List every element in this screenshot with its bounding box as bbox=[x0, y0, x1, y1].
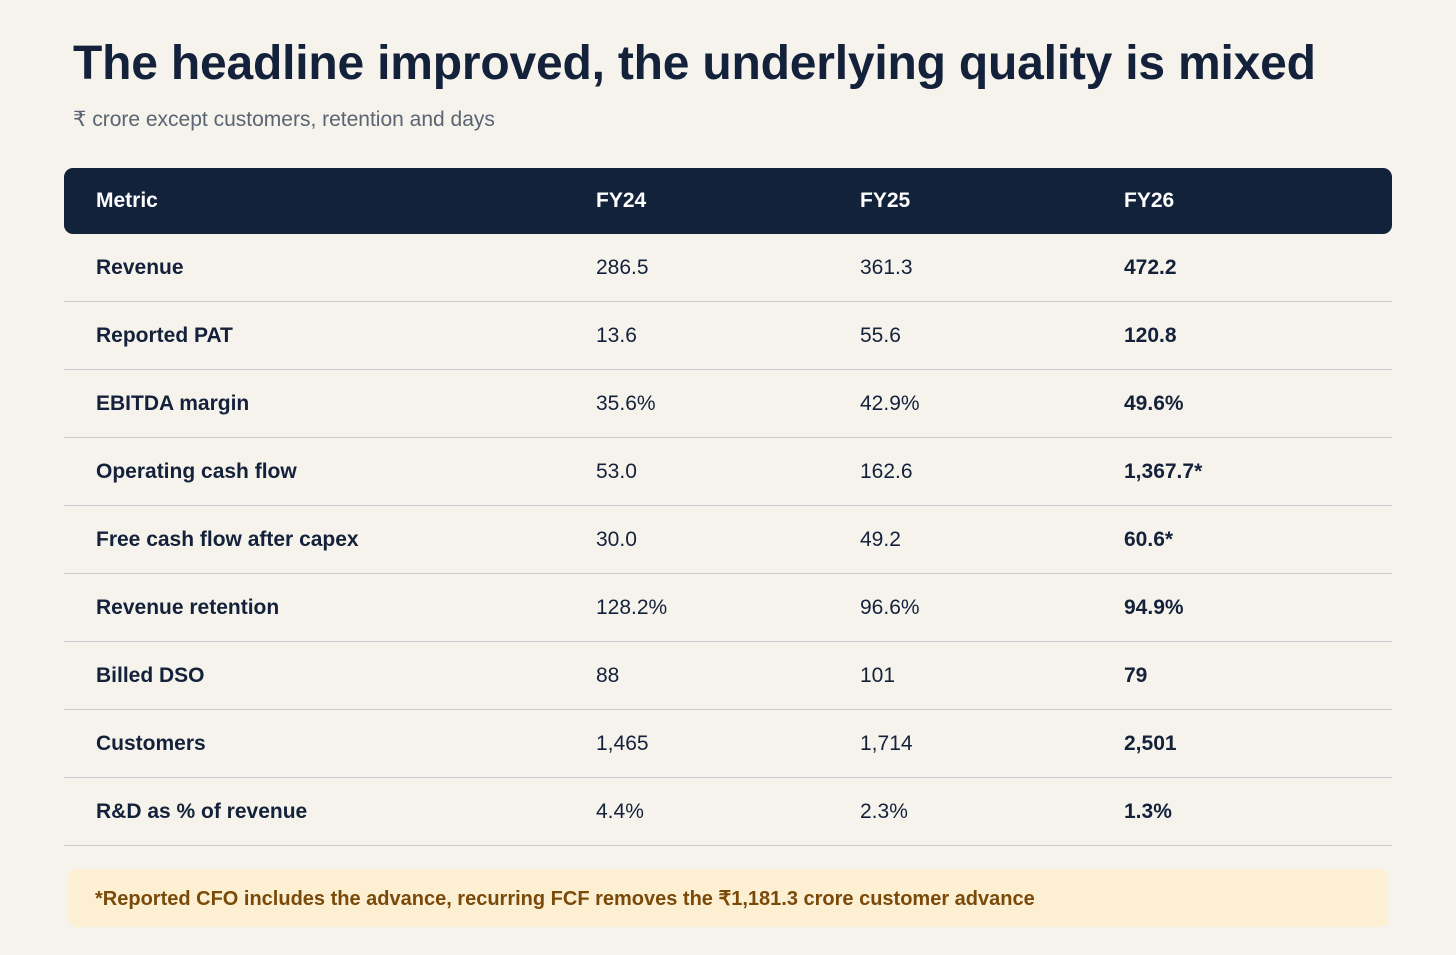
footnote-text: *Reported CFO includes the advance, recu… bbox=[95, 887, 1035, 910]
fy26-value: 49.6% bbox=[1124, 391, 1184, 415]
table-row: Free cash flow after capex 30.0 49.2 60.… bbox=[64, 506, 1392, 574]
header-metric: Metric bbox=[96, 189, 158, 212]
metric-label: Customers bbox=[96, 731, 206, 755]
fy26-value: 2,501 bbox=[1124, 731, 1177, 755]
table-row: Revenue retention 128.2% 96.6% 94.9% bbox=[64, 574, 1392, 642]
footnote-callout: *Reported CFO includes the advance, recu… bbox=[68, 869, 1388, 927]
fy24-value: 53.0 bbox=[596, 459, 637, 483]
table-header: Metric FY24 FY25 FY26 bbox=[64, 168, 1392, 234]
table-row: Revenue 286.5 361.3 472.2 bbox=[64, 234, 1392, 302]
fy26-value: 472.2 bbox=[1124, 255, 1177, 279]
fy24-value: 35.6% bbox=[596, 391, 656, 415]
table-row: Operating cash flow 53.0 162.6 1,367.7* bbox=[64, 438, 1392, 506]
table-row: Customers 1,465 1,714 2,501 bbox=[64, 710, 1392, 778]
fy25-value: 1,714 bbox=[860, 731, 913, 755]
fy26-value: 94.9% bbox=[1124, 595, 1184, 619]
fy25-value: 162.6 bbox=[860, 459, 913, 483]
fy26-value: 60.6* bbox=[1124, 527, 1174, 551]
fy24-value: 1,465 bbox=[596, 731, 649, 755]
page-title: The headline improved, the underlying qu… bbox=[73, 37, 1316, 90]
fy24-value: 30.0 bbox=[596, 527, 637, 551]
table-row: Reported PAT 13.6 55.6 120.8 bbox=[64, 302, 1392, 370]
metric-label: Operating cash flow bbox=[96, 459, 297, 483]
fy26-value: 120.8 bbox=[1124, 323, 1177, 347]
metric-label: Reported PAT bbox=[96, 323, 233, 347]
metric-label: Revenue retention bbox=[96, 595, 280, 619]
fy26-value: 1,367.7* bbox=[1124, 459, 1203, 483]
fy26-value: 79 bbox=[1124, 663, 1148, 687]
fy25-value: 42.9% bbox=[860, 391, 920, 415]
fy25-value: 101 bbox=[860, 663, 896, 687]
fy24-value: 88 bbox=[596, 663, 620, 687]
fy24-value: 13.6 bbox=[596, 323, 637, 347]
fy24-value: 128.2% bbox=[596, 595, 668, 619]
header-fy26: FY26 bbox=[1124, 189, 1175, 212]
metric-label: R&D as % of revenue bbox=[96, 799, 308, 823]
fy24-value: 4.4% bbox=[596, 799, 644, 823]
fy25-value: 55.6 bbox=[860, 323, 901, 347]
fy26-value: 1.3% bbox=[1124, 799, 1172, 823]
fy25-value: 361.3 bbox=[860, 255, 913, 279]
header-fy24: FY24 bbox=[596, 189, 647, 212]
metric-label: Revenue bbox=[96, 255, 184, 279]
metric-label: Free cash flow after capex bbox=[96, 527, 359, 551]
metric-label: EBITDA margin bbox=[96, 391, 250, 415]
fy25-value: 49.2 bbox=[860, 527, 901, 551]
table-row: EBITDA margin 35.6% 42.9% 49.6% bbox=[64, 370, 1392, 438]
fy25-value: 2.3% bbox=[860, 799, 908, 823]
fy25-value: 96.6% bbox=[860, 595, 920, 619]
metric-label: Billed DSO bbox=[96, 663, 205, 687]
header-fy25: FY25 bbox=[860, 189, 911, 212]
metrics-table: Metric FY24 FY25 FY26 Revenue 286.5 361.… bbox=[64, 168, 1392, 846]
page-subtitle: ₹ crore except customers, retention and … bbox=[73, 108, 495, 131]
table-row: Billed DSO 88 101 79 bbox=[64, 642, 1392, 710]
table-row: R&D as % of revenue 4.4% 2.3% 1.3% bbox=[64, 778, 1392, 846]
fy24-value: 286.5 bbox=[596, 255, 649, 279]
